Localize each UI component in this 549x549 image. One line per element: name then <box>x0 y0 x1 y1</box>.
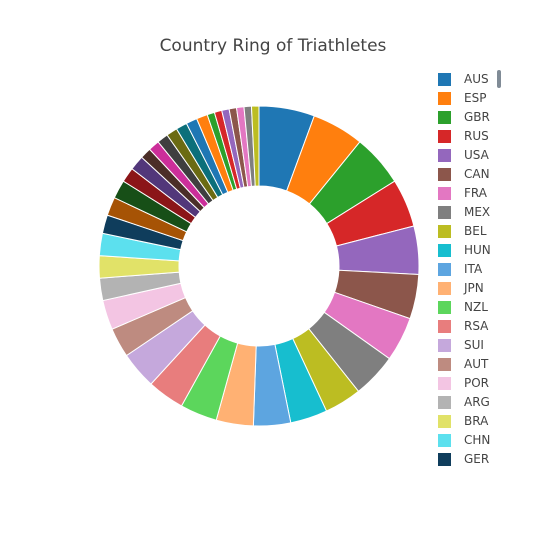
legend-swatch <box>438 301 451 314</box>
legend-swatch <box>438 111 451 124</box>
legend-label: CHN <box>464 433 491 447</box>
legend-label: JPN <box>464 281 484 295</box>
legend-swatch <box>438 92 451 105</box>
legend-label: GBR <box>464 110 490 124</box>
legend-item-bra[interactable]: BRA <box>436 412 502 431</box>
legend-item-aut[interactable]: AUT <box>436 355 502 374</box>
legend-item-fra[interactable]: FRA <box>436 184 502 203</box>
legend-label: BRA <box>464 414 489 428</box>
legend-item-esp[interactable]: ESP <box>436 89 502 108</box>
legend-label: AUS <box>464 72 489 86</box>
chart-title: Country Ring of Triathletes <box>159 36 387 56</box>
legend-swatch <box>438 244 451 257</box>
legend-swatch <box>438 149 451 162</box>
legend-item-arg[interactable]: ARG <box>436 393 502 412</box>
legend-scrollbar[interactable] <box>497 70 501 88</box>
legend-swatch <box>438 187 451 200</box>
legend-label: RSA <box>464 319 489 333</box>
legend-label: SUI <box>464 338 484 352</box>
legend-swatch <box>438 282 451 295</box>
legend-swatch <box>438 396 451 409</box>
legend-swatch <box>438 130 451 143</box>
legend-label: GER <box>464 452 490 466</box>
legend: AUS ESP GBR RUS USA CAN FRA MEX BEL HUN ITA JPN NZL R… <box>436 70 502 469</box>
legend-item-usa[interactable]: USA <box>436 146 502 165</box>
legend-item-hun[interactable]: HUN <box>436 241 502 260</box>
legend-item-sui[interactable]: SUI <box>436 336 502 355</box>
legend-item-can[interactable]: CAN <box>436 165 502 184</box>
legend-label: USA <box>464 148 489 162</box>
legend-swatch <box>438 453 451 466</box>
legend-swatch <box>438 225 451 238</box>
legend-item-mex[interactable]: MEX <box>436 203 502 222</box>
legend-swatch <box>438 358 451 371</box>
legend-label: BEL <box>464 224 487 238</box>
legend-swatch <box>438 73 451 86</box>
legend-swatch <box>438 168 451 181</box>
legend-item-nzl[interactable]: NZL <box>436 298 502 317</box>
legend-label: ESP <box>464 91 487 105</box>
legend-label: FRA <box>464 186 487 200</box>
legend-label: ARG <box>464 395 490 409</box>
legend-swatch <box>438 415 451 428</box>
legend-item-chn[interactable]: CHN <box>436 431 502 450</box>
legend-swatch <box>438 320 451 333</box>
legend-label: POR <box>464 376 490 390</box>
legend-label: AUT <box>464 357 489 371</box>
legend-label: NZL <box>464 300 488 314</box>
legend-label: HUN <box>464 243 491 257</box>
legend-label: RUS <box>464 129 489 143</box>
legend-item-jpn[interactable]: JPN <box>436 279 502 298</box>
legend-swatch <box>438 339 451 352</box>
slice-c39[interactable] <box>250 105 260 187</box>
legend-item-ger[interactable]: GER <box>436 450 502 469</box>
legend-label: CAN <box>464 167 490 181</box>
legend-item-gbr[interactable]: GBR <box>436 108 502 127</box>
legend-swatch <box>438 263 451 276</box>
legend-item-bel[interactable]: BEL <box>436 222 502 241</box>
legend-swatch <box>438 434 451 447</box>
legend-item-aus[interactable]: AUS <box>436 70 502 89</box>
legend-label: ITA <box>464 262 483 276</box>
legend-item-rus[interactable]: RUS <box>436 127 502 146</box>
legend-item-por[interactable]: POR <box>436 374 502 393</box>
legend-swatch <box>438 377 451 390</box>
legend-item-rsa[interactable]: RSA <box>436 317 502 336</box>
legend-label: MEX <box>464 205 491 219</box>
legend-swatch <box>438 206 451 219</box>
legend-item-ita[interactable]: ITA <box>436 260 502 279</box>
